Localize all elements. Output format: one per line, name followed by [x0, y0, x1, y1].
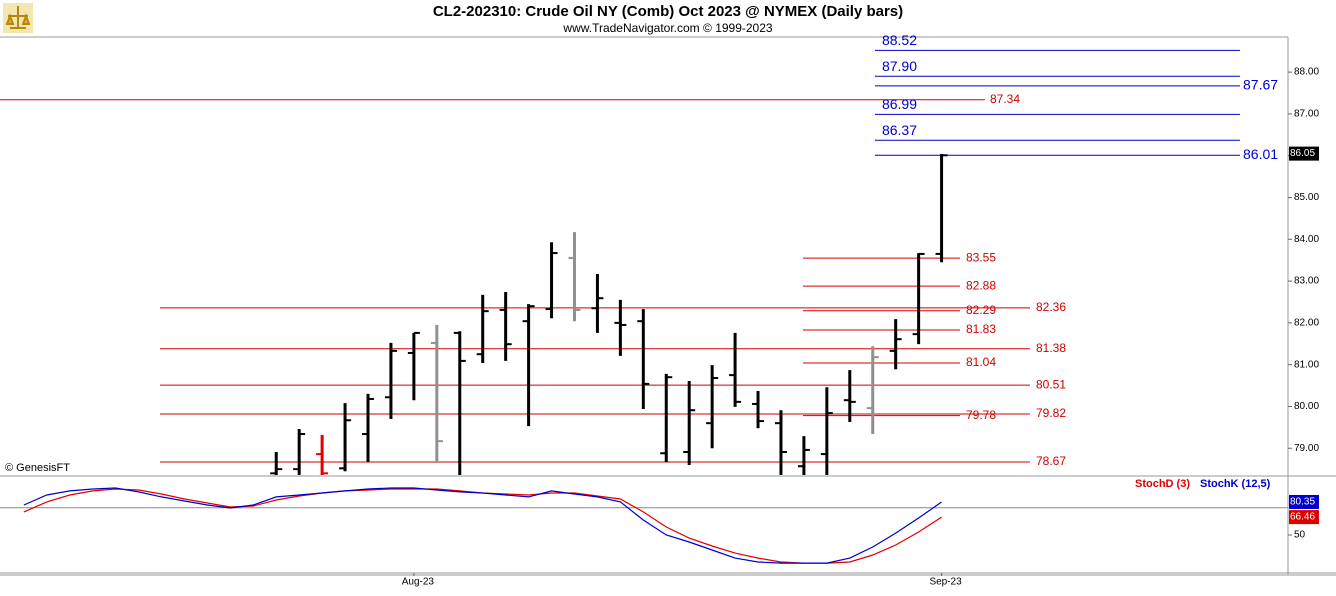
level-label: 87.34 — [990, 92, 1020, 106]
y-tick-label: 80.00 — [1294, 401, 1319, 412]
last-value-box — [1289, 494, 1319, 509]
y-tick-label: 87.00 — [1294, 109, 1319, 120]
level-label: 83.55 — [966, 250, 996, 264]
level-label: 81.38 — [1036, 341, 1066, 355]
logo — [3, 3, 33, 33]
y-tick-label: 79.00 — [1294, 443, 1319, 454]
price-panel — [0, 49, 1240, 475]
watermark: © GenesisFT — [5, 462, 70, 474]
y-tick-label: 82.00 — [1294, 318, 1319, 329]
level-label: 78.67 — [1036, 454, 1066, 468]
axes: 79.0080.0081.0082.0083.0084.0085.0086.00… — [402, 32, 1320, 588]
level-label: 86.99 — [882, 96, 917, 112]
last-value-box — [1289, 510, 1319, 525]
legend-entry: StochK (12,5) — [1200, 478, 1271, 490]
last-price-label: 86.05 — [1290, 148, 1315, 159]
level-label: 79.82 — [1036, 406, 1066, 420]
y-tick-label: 84.00 — [1294, 234, 1319, 245]
level-label: 81.04 — [966, 355, 996, 369]
legend-entry: StochD (3) — [1135, 478, 1190, 490]
x-tick-label: Sep-23 — [929, 577, 962, 588]
level-label: 82.88 — [966, 278, 996, 292]
y-tick-label: 81.00 — [1294, 359, 1319, 370]
x-tick-label: Aug-23 — [402, 577, 435, 588]
level-label: 81.83 — [966, 322, 996, 336]
level-label: 82.29 — [966, 303, 996, 317]
level-label: 87.90 — [882, 58, 917, 74]
y-tick-label: 88.00 — [1294, 67, 1319, 78]
y-tick-label: 83.00 — [1294, 276, 1319, 287]
level-label: 88.52 — [882, 32, 917, 48]
level-label: 86.37 — [882, 122, 917, 138]
level-label: 79.78 — [966, 408, 996, 422]
level-label: 87.67 — [1243, 77, 1278, 93]
last-value-label: 66.46 — [1290, 512, 1315, 523]
level-label: 80.51 — [1036, 377, 1066, 391]
stoch-line — [23, 487, 942, 564]
title: CL2-202310: Crude Oil NY (Comb) Oct 2023… — [433, 3, 903, 20]
level-label: 86.01 — [1243, 146, 1278, 162]
y-tick-label: 85.00 — [1294, 192, 1319, 203]
level-label: 82.36 — [1036, 300, 1066, 314]
last-price-box — [1289, 146, 1319, 161]
last-value-label: 80.35 — [1290, 497, 1315, 508]
subtitle: www.TradeNavigator.com © 1999-2023 — [562, 21, 772, 35]
y-tick-label: 50 — [1294, 530, 1306, 541]
stoch-panel — [0, 487, 1288, 564]
